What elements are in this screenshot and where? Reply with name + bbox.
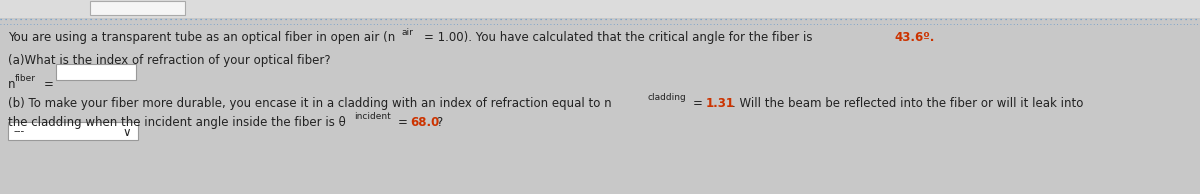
Text: ?: ? <box>436 116 443 129</box>
Text: cladding: cladding <box>647 93 685 102</box>
FancyBboxPatch shape <box>90 1 185 15</box>
Text: =: = <box>398 116 412 129</box>
Text: (a)What is the index of refraction of your optical fiber?: (a)What is the index of refraction of yo… <box>8 54 331 67</box>
Text: (b) To make your fiber more durable, you encase it in a cladding with an index o: (b) To make your fiber more durable, you… <box>8 97 612 110</box>
FancyBboxPatch shape <box>56 64 136 80</box>
Text: = 1.00). You have calculated that the critical angle for the fiber is: = 1.00). You have calculated that the cr… <box>424 31 816 44</box>
Text: 68.0: 68.0 <box>410 116 439 129</box>
Text: fiber: fiber <box>14 74 36 83</box>
Text: 43.6º.: 43.6º. <box>894 31 935 44</box>
FancyBboxPatch shape <box>8 122 138 140</box>
Text: You are using a transparent tube as an optical fiber in open air (n: You are using a transparent tube as an o… <box>8 31 395 44</box>
Text: incident: incident <box>354 112 391 121</box>
Text: =: = <box>44 78 54 91</box>
Text: the cladding when the incident angle inside the fiber is θ: the cladding when the incident angle ins… <box>8 116 346 129</box>
Text: ---: --- <box>14 126 25 136</box>
Text: . Will the beam be reflected into the fiber or will it leak into: . Will the beam be reflected into the fi… <box>732 97 1084 110</box>
Text: =: = <box>694 97 707 110</box>
Text: air: air <box>402 28 414 37</box>
Text: n: n <box>8 78 16 91</box>
Bar <box>0 0 1200 18</box>
Text: 1.31: 1.31 <box>706 97 734 110</box>
Text: ∨: ∨ <box>122 126 131 139</box>
